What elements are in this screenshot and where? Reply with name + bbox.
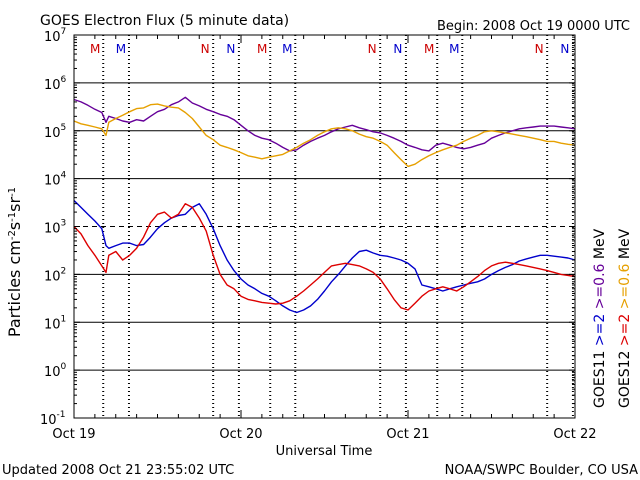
y-tick-base: 10 [44,30,61,45]
y-tick-label: 101 [44,314,66,332]
marker-label: M [90,42,100,56]
y-axis-label-sup3: -1 [7,187,18,197]
y-axis-label: Particles cm-2s-1sr-1 [5,187,24,337]
y-tick-label: 102 [44,266,66,284]
y-tick-base: 10 [44,269,61,284]
marker-label: M [449,42,459,56]
marker-label: N [393,42,402,56]
y-tick-exp: 6 [61,75,67,85]
y-tick-exp: -1 [57,410,66,420]
legend-entry: MeV [592,228,608,263]
legend-entry: >=2 [592,314,608,346]
footer-credit: NOAA/SWPC Boulder, CO USA [445,463,638,478]
marker-label: N [560,42,569,56]
legend-column-1: GOES11 >=2 >=0.6 MeV [592,228,608,408]
y-tick-exp: 1 [61,314,67,324]
x-axis-label: Universal Time [276,444,373,459]
y-tick-label: 106 [44,75,67,93]
y-tick-label: 10-1 [40,410,66,428]
series-line-3 [73,203,576,311]
x-tick-label: Oct 20 [219,427,262,442]
y-tick-base: 10 [44,174,61,189]
y-tick-base: 10 [44,126,61,141]
y-tick-exp: 4 [61,171,67,181]
chart-title: GOES Electron Flux (5 minute data) [40,13,289,29]
series-line-2 [73,200,576,314]
y-tick-label: 100 [44,362,67,380]
legend-entry: GOES12 [617,346,633,408]
series-line-1 [73,103,576,168]
marker-label: N [535,42,544,56]
x-tick-label: Oct 21 [386,427,429,442]
y-tick-base: 10 [44,222,61,237]
marker-label: M [424,42,434,56]
legend-entry: GOES11 [592,346,608,408]
y-tick-exp: 7 [61,27,67,37]
series-layer [73,96,576,314]
y-axis-label-text: Particles cm [5,240,24,337]
y-tick-label: 104 [44,171,67,189]
begin-time-label: Begin: 2008 Oct 19 0000 UTC [437,19,630,34]
y-tick-exp: 2 [61,266,67,276]
legend-entry: >=0.6 [617,263,633,313]
y-tick-exp: 5 [61,123,67,133]
x-axis-ticks: Oct 19 Oct 20 Oct 21 Oct 22 [52,35,597,442]
y-tick-base: 10 [44,78,61,93]
y-tick-exp: 0 [61,362,67,372]
x-tick-label: Oct 19 [52,427,95,442]
marker-label: M [116,42,126,56]
marker-label: M [257,42,267,56]
y-axis-label-sup2: -1 [7,212,18,222]
legend-column-2: GOES12 >=2 >=0.6 MeV [617,228,633,408]
y-tick-label: 105 [44,123,66,141]
y-tick-base: 10 [40,413,57,428]
legend-entry: >=2 [617,314,633,346]
y-tick-label: 103 [44,219,66,237]
y-tick-base: 10 [44,365,61,380]
footer-updated: Updated 2008 Oct 21 23:55:02 UTC [2,463,234,478]
marker-label: N [201,42,210,56]
y-axis-label-mid1: s [5,222,24,230]
legend-entry: MeV [617,228,633,263]
marker-label: M [282,42,292,56]
y-tick-base: 10 [44,317,61,332]
y-axis-label-mid2: sr [5,197,24,212]
marker-label: N [368,42,377,56]
series-line-0 [73,96,576,152]
x-tick-label: Oct 22 [553,427,596,442]
y-axis-label-sup1: -2 [7,230,18,240]
y-tick-label: 107 [44,27,66,45]
legend-entry: >=0.6 [592,263,608,313]
marker-label: N [226,42,235,56]
y-tick-exp: 3 [61,219,67,229]
